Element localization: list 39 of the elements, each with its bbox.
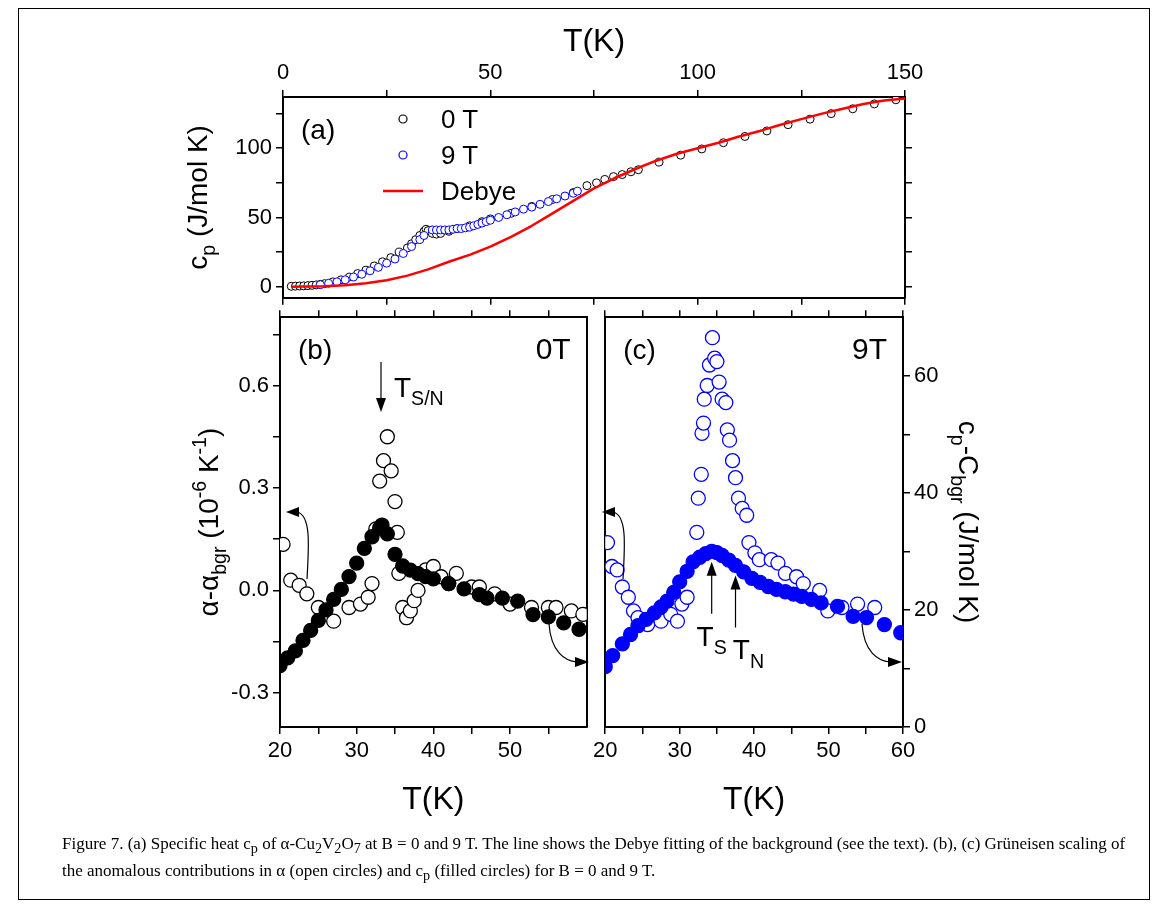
x-axis-title: T(K) [402, 780, 465, 816]
x-tick-label: 100 [679, 58, 717, 84]
y-tick-label: -0.3 [231, 678, 269, 704]
y-tick-label: 50 [247, 203, 272, 229]
x-axis-title: T(K) [723, 780, 786, 816]
y2-tick-label: 20 [914, 595, 939, 621]
x-tick-label: 20 [592, 737, 618, 763]
y-tick-label: 0 [259, 272, 272, 298]
annotation: (b) [298, 334, 333, 366]
x-tick-label: 50 [497, 737, 523, 763]
legend-label: 9 T [441, 140, 479, 170]
x-tick-label: 60 [890, 737, 916, 763]
annotation: 0T [535, 332, 571, 366]
legend-label: 0 T [441, 104, 479, 134]
x2-axis-title: T(K) [562, 22, 626, 58]
x-tick-label: 50 [478, 58, 503, 84]
x-tick-label: 150 [886, 58, 924, 84]
annotation: (a) [301, 114, 336, 145]
y-tick-label: 0.0 [238, 576, 269, 602]
legend-label: Debye [441, 176, 517, 206]
y-axis-title: α-αbgr (10-6 K-1) [188, 427, 231, 617]
y-tick-label: 0.3 [238, 474, 269, 500]
y-tick-label: 100 [235, 134, 272, 160]
y-axis-title: cp (J/mol K) [182, 125, 220, 270]
x-tick-label: 30 [667, 737, 692, 763]
annotation: (c) [623, 334, 656, 366]
x-tick-label: 40 [741, 737, 767, 763]
y2-tick-label: 40 [914, 478, 939, 504]
x-tick-label: 50 [816, 737, 841, 763]
y2-tick-label: 0 [914, 713, 927, 739]
x-tick-label: 20 [267, 737, 293, 763]
text: Figure 7. (a) Specific heat c$_{p}$ of α-Cu$_{2}$V$_{2}$O$_{7}$ at B = 0 and 9 T. The line shows the Debye fitting of the background (see the text). (b), (c) Grüneisen scaling of the anomalous contributions in α (open circles) and c$_{p}$ (filled circles) for B = 0 and 9 T. [62, 834, 1126, 884]
y-tick-label: 0.6 [238, 371, 269, 397]
y2-tick-label: 60 [914, 361, 939, 387]
x-tick-label: 0 [276, 58, 290, 84]
x-tick-label: 30 [344, 737, 369, 763]
annotation: 9T [851, 332, 888, 366]
x-tick-label: 40 [421, 737, 446, 763]
y2-axis-title: cp-Cbgr (J/mol K) [946, 420, 984, 624]
